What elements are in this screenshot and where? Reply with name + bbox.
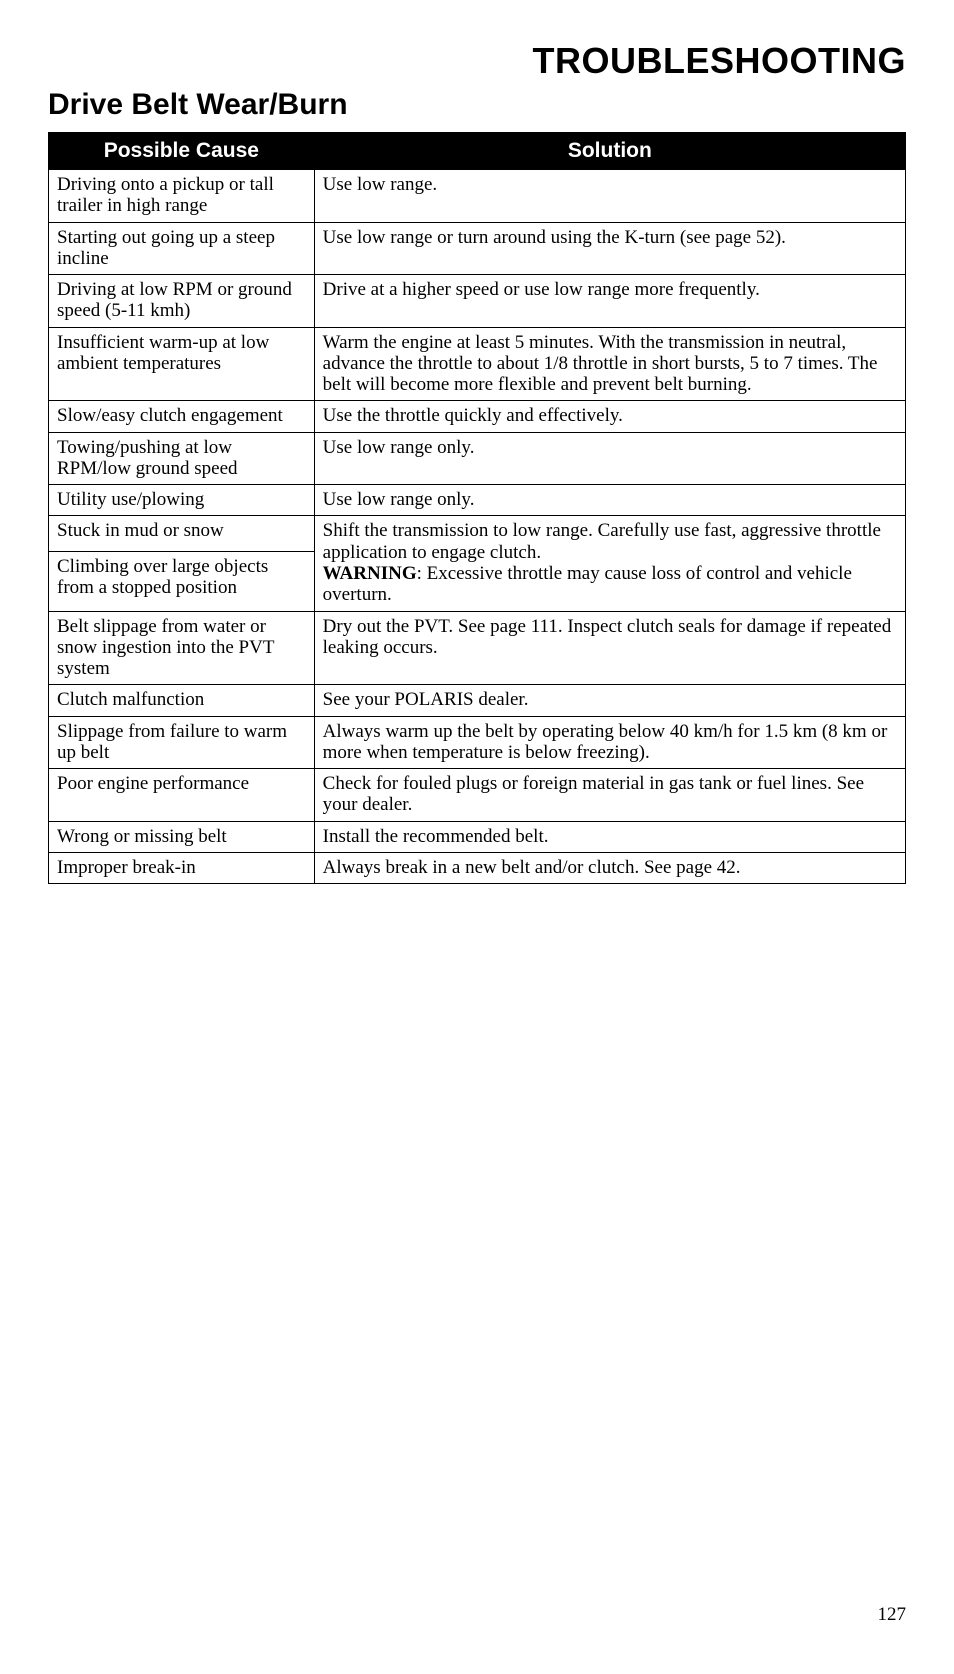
cause-cell: Slippage from failure to warm up belt xyxy=(49,716,315,769)
table-row: Slippage from failure to warm up beltAlw… xyxy=(49,716,906,769)
cause-cell: Improper break-in xyxy=(49,852,315,883)
solution-cell: Shift the transmission to low range. Car… xyxy=(314,516,905,611)
sub-heading: Drive Belt Wear/Burn xyxy=(48,88,906,122)
table-row: Slow/easy clutch engage­mentUse the thro… xyxy=(49,401,906,432)
solution-cell: Use low range only. xyxy=(314,432,905,485)
table-row: Towing/pushing at low RPM/low ground spe… xyxy=(49,432,906,485)
troubleshooting-table: Possible Cause Solution Driving onto a p… xyxy=(48,132,906,884)
cause-cell: Wrong or missing belt xyxy=(49,821,315,852)
table-row: Poor engine performanceCheck for fouled … xyxy=(49,769,906,822)
cause-cell: Slow/easy clutch engage­ment xyxy=(49,401,315,432)
table-row: Utility use/plowingUse low range only. xyxy=(49,485,906,516)
cause-cell: Clutch malfunction xyxy=(49,685,315,716)
table-row: Driving onto a pickup or tall trailer in… xyxy=(49,170,906,223)
table-row: Improper break-inAlways break in a new b… xyxy=(49,852,906,883)
main-heading: TROUBLESHOOTING xyxy=(48,40,906,82)
solution-cell: Drive at a higher speed or use low range… xyxy=(314,275,905,328)
table-row: Starting out going up a steep inclineUse… xyxy=(49,222,906,275)
header-cause: Possible Cause xyxy=(49,133,315,170)
cause-cell: Climbing over large objects from a stopp… xyxy=(49,551,315,611)
table-row: Insufficient warm-up at low ambient temp… xyxy=(49,327,906,401)
solution-cell: Use low range. xyxy=(314,170,905,223)
solution-cell: Use low range only. xyxy=(314,485,905,516)
cause-cell: Starting out going up a steep incline xyxy=(49,222,315,275)
solution-cell: Use the throttle quickly and effectively… xyxy=(314,401,905,432)
table-row: Wrong or missing beltInstall the recomme… xyxy=(49,821,906,852)
cause-cell: Insufficient warm-up at low ambient temp… xyxy=(49,327,315,401)
table-row: Driving at low RPM or ground speed (5-11… xyxy=(49,275,906,328)
cause-cell: Belt slippage from water or snow ingesti… xyxy=(49,611,315,685)
table-header-row: Possible Cause Solution xyxy=(49,133,906,170)
cause-cell: Poor engine performance xyxy=(49,769,315,822)
solution-cell: Dry out the PVT. See page 111. Inspect c… xyxy=(314,611,905,685)
header-solution: Solution xyxy=(314,133,905,170)
table-row: Clutch malfunctionSee your POLARIS deale… xyxy=(49,685,906,716)
solution-cell: Install the recommended belt. xyxy=(314,821,905,852)
cause-cell: Towing/pushing at low RPM/low ground spe… xyxy=(49,432,315,485)
solution-cell: See your POLARIS dealer. xyxy=(314,685,905,716)
cause-cell: Driving onto a pickup or tall trailer in… xyxy=(49,170,315,223)
cause-cell: Utility use/plowing xyxy=(49,485,315,516)
cause-cell: Stuck in mud or snow xyxy=(49,516,315,551)
cause-cell: Driving at low RPM or ground speed (5-11… xyxy=(49,275,315,328)
page-number: 127 xyxy=(48,1604,906,1626)
table-row: Stuck in mud or snowShift the transmissi… xyxy=(49,516,906,551)
table-row: Belt slippage from water or snow ingesti… xyxy=(49,611,906,685)
solution-cell: Always warm up the belt by operating bel… xyxy=(314,716,905,769)
solution-cell: Use low range or turn around using the K… xyxy=(314,222,905,275)
solution-cell: Always break in a new belt and/or clutch… xyxy=(314,852,905,883)
solution-cell: Warm the engine at least 5 minutes. With… xyxy=(314,327,905,401)
solution-cell: Check for fouled plugs or foreign materi… xyxy=(314,769,905,822)
